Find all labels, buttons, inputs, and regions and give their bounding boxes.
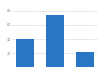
Bar [46, 15, 64, 67]
Bar [76, 52, 94, 67]
Bar [16, 39, 34, 67]
